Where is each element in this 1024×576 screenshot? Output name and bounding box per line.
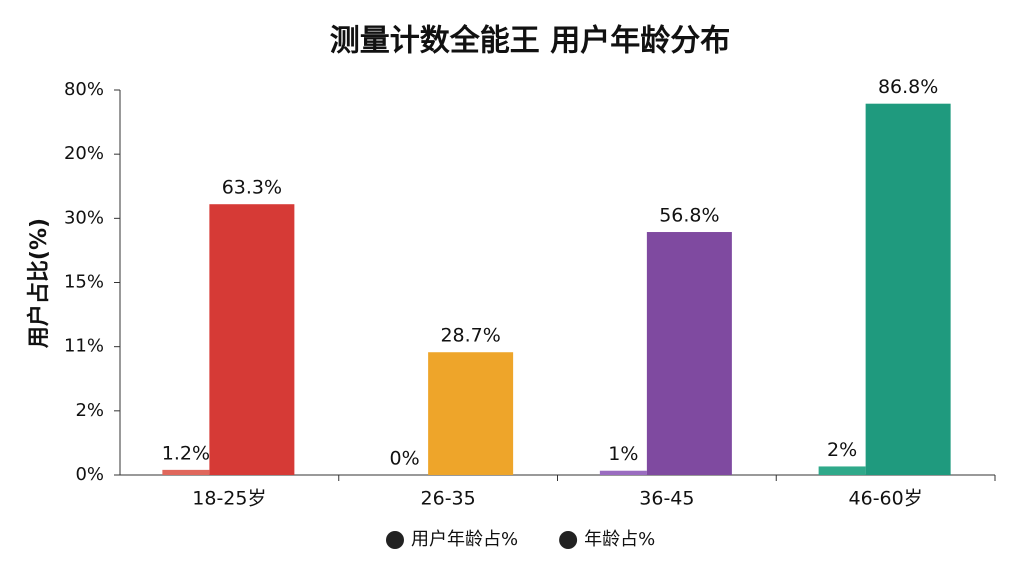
bar — [646, 232, 732, 475]
bar — [599, 470, 647, 475]
legend-icon — [386, 531, 404, 549]
bar — [818, 466, 866, 475]
legend-label: 年龄占% — [584, 529, 655, 550]
x-tick-label: 26-35 — [421, 488, 476, 510]
x-tick-label: 18-25岁 — [192, 488, 266, 510]
y-axis-label: 用户占比(%) — [26, 218, 52, 348]
x-tick-label: 46-60岁 — [849, 488, 923, 510]
bar — [428, 352, 514, 475]
legend-label: 用户年龄占% — [411, 529, 518, 550]
bar — [865, 103, 951, 475]
y-tick-label: 11% — [64, 336, 104, 357]
y-tick-label: 0% — [75, 464, 104, 485]
y-tick-label: 30% — [64, 207, 104, 228]
legend-icon — [559, 531, 578, 549]
value-label: 1% — [608, 443, 638, 465]
value-label: 56.8% — [659, 205, 719, 227]
y-tick-label: 2% — [75, 400, 104, 421]
value-label: 86.8% — [878, 76, 938, 98]
chart-title: 测量计数全能王 用户年龄分布 — [330, 24, 730, 59]
value-label: 28.7% — [440, 325, 500, 347]
y-tick-label: 80% — [64, 79, 104, 100]
value-label: 0% — [390, 448, 420, 470]
x-tick-label: 36-45 — [639, 488, 694, 510]
value-label: 1.2% — [162, 442, 210, 464]
y-tick-label: 15% — [64, 272, 104, 293]
bar — [209, 204, 295, 475]
value-label: 2% — [827, 439, 857, 461]
bar — [162, 469, 210, 475]
y-tick-label: 20% — [64, 143, 104, 164]
value-label: 63.3% — [222, 177, 282, 199]
